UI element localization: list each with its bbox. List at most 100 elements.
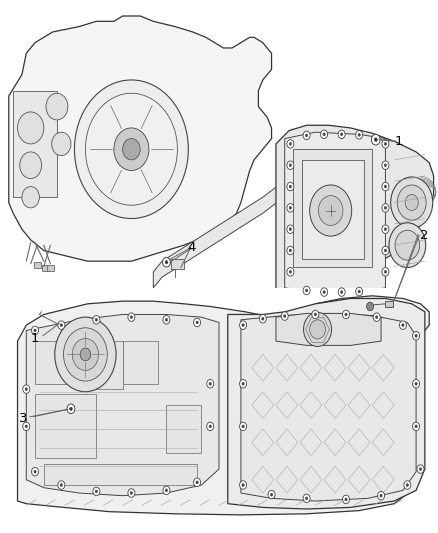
Polygon shape xyxy=(115,87,121,95)
Circle shape xyxy=(305,134,308,137)
Circle shape xyxy=(382,161,389,169)
Circle shape xyxy=(242,483,244,487)
Circle shape xyxy=(281,312,288,320)
Circle shape xyxy=(415,334,417,337)
Circle shape xyxy=(163,486,170,495)
Circle shape xyxy=(323,290,325,294)
Polygon shape xyxy=(302,160,364,259)
Circle shape xyxy=(405,195,418,211)
Circle shape xyxy=(242,324,244,327)
Circle shape xyxy=(64,328,107,381)
Circle shape xyxy=(287,268,294,276)
Circle shape xyxy=(384,228,387,231)
Circle shape xyxy=(415,382,417,385)
Circle shape xyxy=(85,93,177,205)
Polygon shape xyxy=(153,160,315,288)
Polygon shape xyxy=(285,132,385,292)
Polygon shape xyxy=(168,181,175,189)
Polygon shape xyxy=(95,99,102,108)
Polygon shape xyxy=(79,149,85,155)
Circle shape xyxy=(58,481,65,489)
Polygon shape xyxy=(241,313,416,501)
Polygon shape xyxy=(276,313,381,345)
Polygon shape xyxy=(88,109,95,118)
Circle shape xyxy=(417,465,424,473)
Circle shape xyxy=(240,379,247,388)
Circle shape xyxy=(304,312,332,346)
Circle shape xyxy=(289,206,292,209)
Text: 1: 1 xyxy=(394,135,403,148)
Circle shape xyxy=(382,225,389,233)
Circle shape xyxy=(70,407,72,410)
Circle shape xyxy=(72,338,99,370)
Circle shape xyxy=(32,326,39,335)
Circle shape xyxy=(305,497,308,500)
Circle shape xyxy=(207,379,214,388)
Circle shape xyxy=(312,310,319,319)
Circle shape xyxy=(305,289,308,292)
Bar xyxy=(166,405,201,453)
Circle shape xyxy=(340,290,343,294)
Circle shape xyxy=(384,142,387,146)
Polygon shape xyxy=(120,205,125,213)
Circle shape xyxy=(389,223,426,268)
Circle shape xyxy=(52,132,71,156)
Circle shape xyxy=(287,204,294,212)
Circle shape xyxy=(310,320,325,339)
Circle shape xyxy=(303,494,310,503)
Circle shape xyxy=(25,387,28,391)
Circle shape xyxy=(196,481,198,484)
Circle shape xyxy=(240,422,247,431)
Bar xyxy=(35,341,70,384)
Polygon shape xyxy=(26,314,219,496)
Circle shape xyxy=(287,140,294,148)
Circle shape xyxy=(283,314,286,318)
Circle shape xyxy=(419,467,422,471)
Text: 2: 2 xyxy=(420,229,428,242)
Circle shape xyxy=(67,404,75,414)
Circle shape xyxy=(287,161,294,169)
Circle shape xyxy=(20,152,42,179)
Circle shape xyxy=(384,206,387,209)
Circle shape xyxy=(240,321,247,329)
Circle shape xyxy=(382,246,389,255)
Circle shape xyxy=(289,249,292,252)
Circle shape xyxy=(95,318,98,321)
Bar xyxy=(0,288,438,533)
Circle shape xyxy=(80,348,91,361)
Circle shape xyxy=(374,138,377,142)
Circle shape xyxy=(338,130,345,139)
Circle shape xyxy=(314,313,317,316)
Polygon shape xyxy=(9,16,272,261)
Polygon shape xyxy=(131,206,136,213)
Circle shape xyxy=(93,316,100,324)
Polygon shape xyxy=(138,86,143,94)
Polygon shape xyxy=(79,135,86,142)
Polygon shape xyxy=(228,298,425,509)
Circle shape xyxy=(321,130,328,139)
Circle shape xyxy=(114,128,149,171)
Circle shape xyxy=(165,318,168,321)
Circle shape xyxy=(367,302,374,311)
Bar xyxy=(34,262,41,268)
Circle shape xyxy=(321,288,328,296)
Circle shape xyxy=(402,324,404,327)
Circle shape xyxy=(23,385,30,393)
Circle shape xyxy=(268,490,275,499)
Text: 4: 4 xyxy=(187,241,196,254)
Circle shape xyxy=(289,228,292,231)
Circle shape xyxy=(58,321,65,329)
Circle shape xyxy=(287,246,294,255)
Circle shape xyxy=(74,80,188,219)
Circle shape xyxy=(310,185,352,236)
Circle shape xyxy=(23,422,30,431)
Circle shape xyxy=(406,483,409,487)
Circle shape xyxy=(382,204,389,212)
Circle shape xyxy=(209,425,212,428)
Circle shape xyxy=(343,495,350,504)
Polygon shape xyxy=(142,204,148,212)
Circle shape xyxy=(34,329,36,332)
Polygon shape xyxy=(173,169,180,177)
Circle shape xyxy=(356,131,363,139)
Circle shape xyxy=(289,185,292,188)
